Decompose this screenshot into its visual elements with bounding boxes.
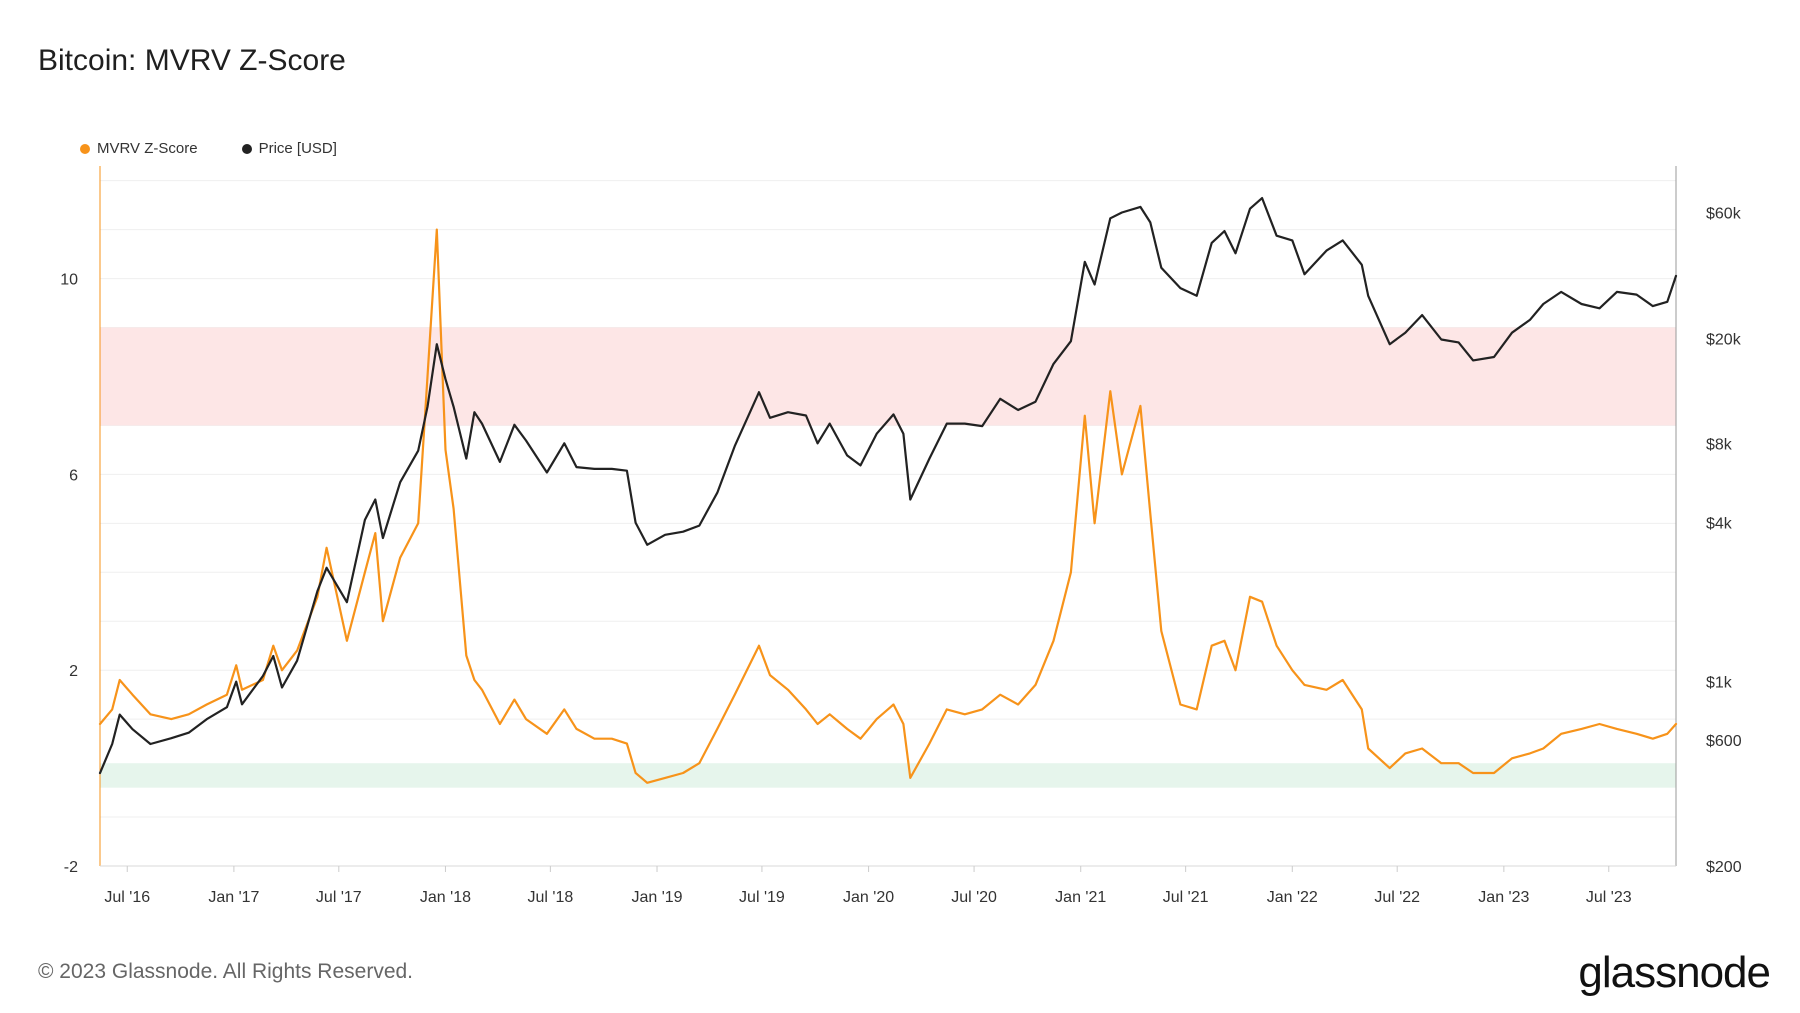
y-left-tick-label: 6 — [69, 467, 78, 484]
x-tick-label: Jan '19 — [631, 889, 682, 906]
legend-label-mvrv: MVRV Z-Score — [97, 140, 198, 157]
x-tick-label: Jan '20 — [843, 889, 894, 906]
y-right-tick-label: $4k — [1706, 516, 1733, 533]
x-tick-label: Jul '23 — [1586, 889, 1632, 906]
legend-dot-price — [241, 143, 252, 154]
mvrv-zscore-line — [98, 228, 1678, 784]
price-usd-line — [98, 197, 1678, 775]
y-left-tick-label: -2 — [64, 859, 78, 876]
x-tick-label: Jul '19 — [739, 889, 785, 906]
x-tick-label: Jul '21 — [1163, 889, 1209, 906]
x-tick-label: Jan '22 — [1267, 889, 1318, 906]
undervalued-zone-band — [100, 763, 1676, 788]
y-left-tick-label: 10 — [60, 272, 78, 289]
x-tick-label: Jul '16 — [104, 889, 150, 906]
x-tick-label: Jul '17 — [316, 889, 362, 906]
brand-logo: glassnode — [1578, 948, 1771, 997]
y-left-tick-label: 2 — [69, 663, 78, 680]
x-tick-label: Jan '21 — [1055, 889, 1106, 906]
y-right-tick-label: $200 — [1706, 859, 1742, 876]
chart-title: Bitcoin: MVRV Z-Score — [38, 44, 346, 77]
legend: MVRV Z-Score Price [USD] — [80, 140, 337, 157]
legend-dot-mvrv — [80, 143, 90, 154]
x-tick-label: Jul '22 — [1374, 889, 1420, 906]
legend-item-price[interactable]: Price [USD] — [241, 140, 337, 157]
y-right-tick-label: $1k — [1706, 675, 1733, 692]
legend-label-price: Price [USD] — [258, 140, 337, 157]
y-right-tick-label: $600 — [1706, 733, 1742, 750]
x-tick-label: Jul '20 — [951, 889, 997, 906]
x-tick-label: Jan '17 — [208, 889, 259, 906]
copyright-footer: © 2023 Glassnode. All Rights Reserved. — [38, 960, 414, 983]
overvalued-zone-band — [100, 327, 1676, 426]
y-right-tick-label: $8k — [1706, 436, 1733, 453]
y-right-tick-label: $20k — [1706, 331, 1742, 348]
x-tick-label: Jul '18 — [527, 889, 573, 906]
x-tick-label: Jan '18 — [420, 889, 471, 906]
legend-item-mvrv[interactable]: MVRV Z-Score — [80, 140, 198, 157]
y-right-tick-label: $60k — [1706, 205, 1742, 222]
x-tick-label: Jan '23 — [1478, 889, 1529, 906]
